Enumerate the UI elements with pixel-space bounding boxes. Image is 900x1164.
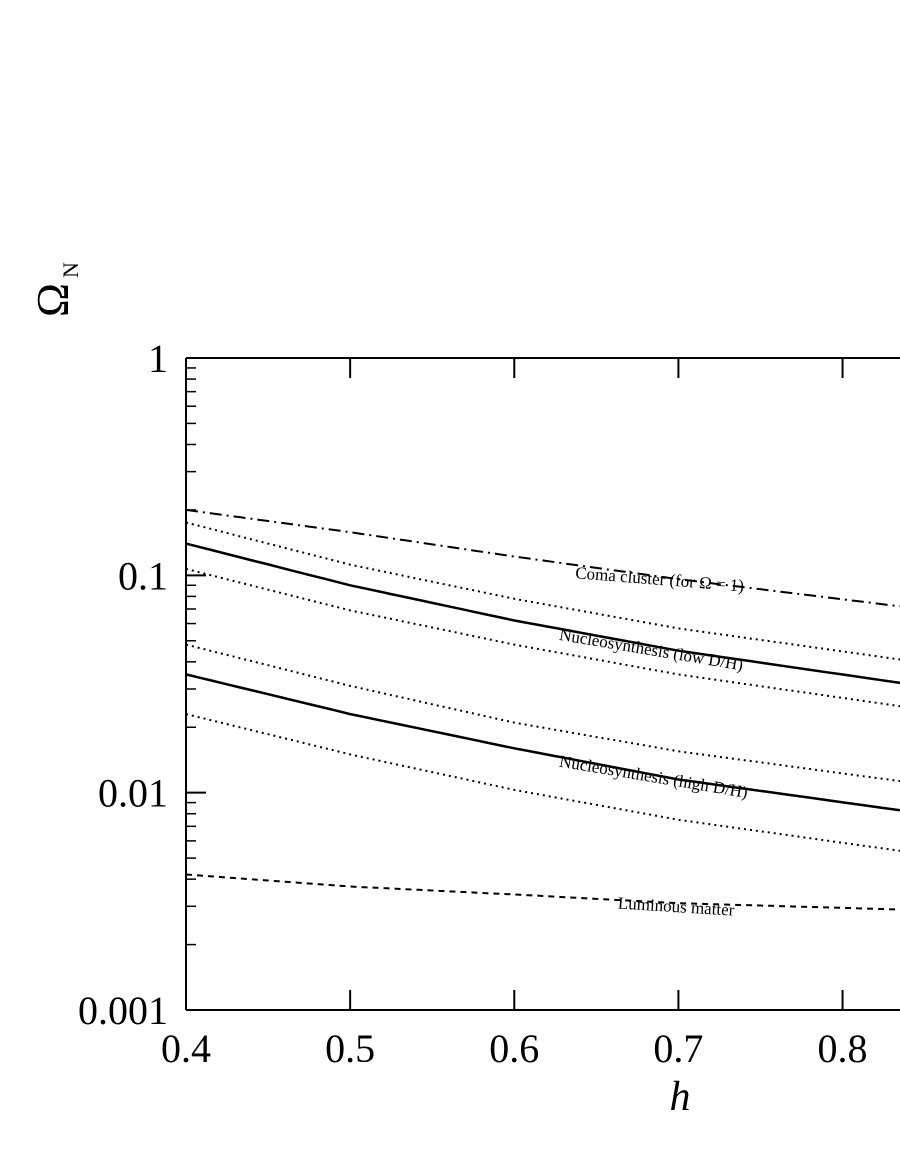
y-axis-title: Ω bbox=[27, 283, 78, 317]
x-tick-label: 0.7 bbox=[653, 1026, 703, 1071]
annotation-label: Luminous matter bbox=[617, 894, 735, 920]
series-group bbox=[185, 508, 900, 911]
series-line-dashed-7 bbox=[185, 873, 900, 911]
tick-labels: 0.4 0.5 0.6 0.7 0.8 1 0.1 0.01 0.001 bbox=[78, 336, 868, 1071]
series-line-dotted-1 bbox=[185, 521, 900, 661]
series-line-dotted-6 bbox=[185, 713, 900, 852]
series-line-dotted-3 bbox=[185, 567, 900, 708]
y-axis-subscript: N bbox=[58, 262, 83, 278]
annotations: Coma cluster (for Ω = 1) Nucleosynthesis … bbox=[558, 563, 749, 919]
y-tick-label: 0.1 bbox=[118, 553, 168, 598]
y-tick-label: 0.01 bbox=[98, 771, 168, 816]
series-line-solid-2 bbox=[185, 542, 900, 685]
x-tick-label: 0.5 bbox=[325, 1026, 375, 1071]
series-line-solid-5 bbox=[185, 673, 900, 812]
y-tick-label: 1 bbox=[148, 336, 168, 381]
annotation-label: Coma cluster (for Ω = 1) bbox=[575, 563, 745, 595]
axis-ticks bbox=[185, 357, 844, 1011]
series-line-dashdot-0 bbox=[185, 508, 900, 608]
x-axis-title: h bbox=[670, 1074, 691, 1120]
plot-frame bbox=[185, 357, 900, 1011]
annotation-label: Nucleosynthesis (high D/H) bbox=[558, 752, 749, 802]
y-tick-label: 0.001 bbox=[78, 988, 168, 1033]
series-line-dotted-4 bbox=[185, 643, 900, 783]
y-axis-title-group: Ω N bbox=[27, 262, 83, 317]
x-tick-label: 0.8 bbox=[818, 1026, 868, 1071]
x-tick-label: 0.6 bbox=[489, 1026, 539, 1071]
annotation-label: Nucleosynthesis (low D/H) bbox=[558, 625, 745, 674]
x-tick-label: 0.4 bbox=[161, 1026, 211, 1071]
